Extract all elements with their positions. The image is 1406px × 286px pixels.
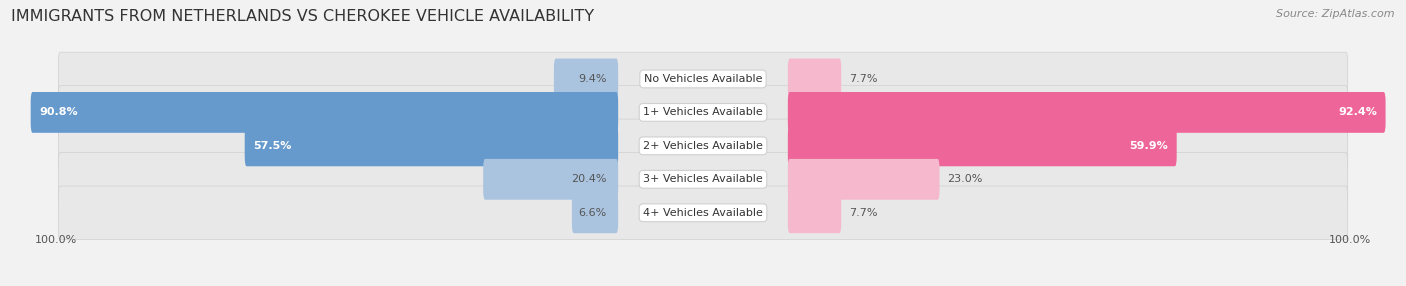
FancyBboxPatch shape xyxy=(484,159,619,200)
Text: 92.4%: 92.4% xyxy=(1339,108,1378,118)
FancyBboxPatch shape xyxy=(554,59,619,99)
FancyBboxPatch shape xyxy=(58,52,1348,106)
FancyBboxPatch shape xyxy=(787,159,939,200)
Text: 1+ Vehicles Available: 1+ Vehicles Available xyxy=(643,108,763,118)
Text: 3+ Vehicles Available: 3+ Vehicles Available xyxy=(643,174,763,184)
Text: 20.4%: 20.4% xyxy=(571,174,606,184)
Text: 2+ Vehicles Available: 2+ Vehicles Available xyxy=(643,141,763,151)
Text: 100.0%: 100.0% xyxy=(35,235,77,245)
Text: 7.7%: 7.7% xyxy=(849,74,877,84)
FancyBboxPatch shape xyxy=(31,92,619,133)
FancyBboxPatch shape xyxy=(245,126,619,166)
Text: No Vehicles Available: No Vehicles Available xyxy=(644,74,762,84)
Text: 59.9%: 59.9% xyxy=(1129,141,1168,151)
Text: 6.6%: 6.6% xyxy=(578,208,606,218)
Text: 7.7%: 7.7% xyxy=(849,208,877,218)
Text: 23.0%: 23.0% xyxy=(948,174,983,184)
FancyBboxPatch shape xyxy=(787,192,841,233)
FancyBboxPatch shape xyxy=(787,92,1385,133)
FancyBboxPatch shape xyxy=(58,119,1348,173)
FancyBboxPatch shape xyxy=(787,59,841,99)
Text: IMMIGRANTS FROM NETHERLANDS VS CHEROKEE VEHICLE AVAILABILITY: IMMIGRANTS FROM NETHERLANDS VS CHEROKEE … xyxy=(11,9,595,23)
FancyBboxPatch shape xyxy=(58,152,1348,206)
Text: 4+ Vehicles Available: 4+ Vehicles Available xyxy=(643,208,763,218)
Text: Source: ZipAtlas.com: Source: ZipAtlas.com xyxy=(1277,9,1395,19)
FancyBboxPatch shape xyxy=(572,192,619,233)
FancyBboxPatch shape xyxy=(787,126,1177,166)
Text: 57.5%: 57.5% xyxy=(253,141,291,151)
FancyBboxPatch shape xyxy=(58,186,1348,240)
Text: 90.8%: 90.8% xyxy=(39,108,77,118)
Text: 9.4%: 9.4% xyxy=(578,74,606,84)
Text: 100.0%: 100.0% xyxy=(1329,235,1371,245)
FancyBboxPatch shape xyxy=(58,86,1348,139)
